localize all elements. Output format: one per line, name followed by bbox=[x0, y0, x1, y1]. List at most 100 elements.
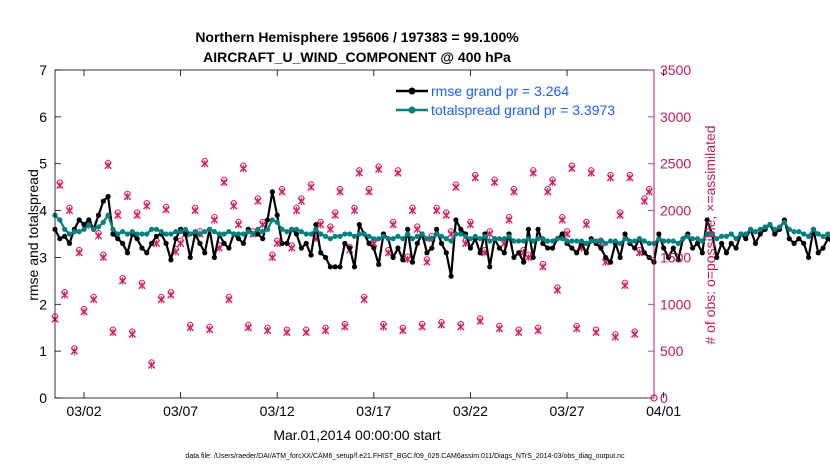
rmse-point bbox=[327, 264, 333, 270]
x-tick-label: 04/01 bbox=[646, 403, 681, 419]
totalspread-point bbox=[525, 236, 532, 242]
rmse-point bbox=[723, 250, 730, 256]
totalspread-point bbox=[709, 231, 715, 237]
totalspread-point bbox=[173, 229, 179, 235]
y-left-tick-label: 5 bbox=[39, 156, 47, 172]
totalspread-point bbox=[318, 231, 324, 237]
totalspread-point bbox=[815, 231, 821, 237]
rmse-point bbox=[772, 231, 778, 237]
rmse-point bbox=[332, 264, 338, 270]
legend-spread-marker bbox=[408, 106, 416, 114]
totalspread-point bbox=[516, 238, 522, 244]
totalspread-point bbox=[675, 240, 681, 246]
rmse-point bbox=[405, 226, 411, 232]
totalspread-point bbox=[264, 226, 271, 232]
chart-title-line1: Northern Hemisphere 195606 / 197383 = 99… bbox=[195, 29, 519, 45]
rmse-point bbox=[293, 231, 300, 237]
rmse-point bbox=[545, 245, 551, 251]
totalspread-point bbox=[748, 226, 754, 232]
rmse-line bbox=[54, 190, 830, 278]
totalspread-point bbox=[221, 231, 227, 237]
rmse-point bbox=[530, 254, 536, 261]
totalspread-point bbox=[540, 236, 546, 242]
totalspread-point bbox=[347, 231, 353, 237]
rmse-point bbox=[182, 231, 189, 237]
totalspread-point bbox=[245, 229, 251, 235]
rmse-point bbox=[516, 250, 522, 256]
totalspread-point bbox=[463, 233, 469, 239]
totalspread-point bbox=[380, 233, 387, 239]
totalspread-point bbox=[71, 229, 77, 235]
rmse-point bbox=[366, 240, 372, 246]
rmse-point bbox=[641, 250, 647, 256]
totalspread-point bbox=[216, 231, 222, 237]
rmse-point bbox=[337, 264, 343, 270]
totalspread-point bbox=[646, 240, 652, 246]
totalspread-point bbox=[549, 238, 556, 244]
totalspread-point bbox=[511, 238, 517, 244]
totalspread-point bbox=[738, 231, 744, 237]
rmse-point bbox=[786, 236, 792, 242]
x-tick-label: 03/17 bbox=[356, 403, 391, 419]
totalspread-point bbox=[269, 217, 275, 223]
totalspread-point bbox=[704, 231, 710, 237]
totalspread-point bbox=[656, 236, 662, 242]
totalspread-point bbox=[424, 236, 430, 242]
rmse-point bbox=[704, 217, 710, 223]
rmse-point bbox=[665, 254, 672, 261]
rmse-point bbox=[202, 250, 208, 256]
rmse-point bbox=[448, 273, 454, 279]
totalspread-point bbox=[57, 217, 63, 223]
totalspread-point bbox=[728, 231, 734, 237]
rmse-point bbox=[801, 240, 807, 246]
totalspread-point bbox=[767, 222, 773, 228]
rmse-point bbox=[274, 212, 280, 218]
rmse-point bbox=[269, 189, 275, 195]
totalspread-point bbox=[235, 231, 242, 237]
rmse-point bbox=[603, 254, 609, 261]
rmse-point bbox=[525, 226, 532, 232]
rmse-point bbox=[453, 217, 459, 223]
rmse-point bbox=[607, 259, 614, 265]
totalspread-point bbox=[182, 226, 189, 232]
rmse-point bbox=[120, 240, 126, 246]
totalspread-point bbox=[129, 229, 135, 235]
totalspread-point bbox=[530, 238, 536, 244]
totalspread-point bbox=[76, 229, 82, 235]
totalspread-point bbox=[796, 229, 802, 235]
totalspread-point bbox=[279, 226, 285, 232]
obs-layer bbox=[51, 157, 658, 402]
rmse-point bbox=[197, 240, 203, 246]
totalspread-point bbox=[559, 236, 565, 242]
totalspread-point bbox=[274, 219, 280, 225]
y-axis-label-right: # of obs: o=possible; ×=assimilated bbox=[702, 125, 718, 344]
totalspread-point bbox=[298, 229, 304, 235]
rmse-point bbox=[211, 254, 218, 261]
rmse-point bbox=[574, 250, 580, 256]
totalspread-point bbox=[322, 233, 329, 239]
totalspread-point bbox=[308, 231, 314, 237]
rmse-point bbox=[414, 240, 420, 246]
totalspread-point bbox=[400, 236, 406, 242]
rmse-point bbox=[583, 250, 589, 256]
rmse-point bbox=[284, 240, 290, 246]
totalspread-point bbox=[289, 226, 295, 232]
rmse-point bbox=[86, 217, 92, 223]
totalspread-point bbox=[448, 238, 454, 244]
totalspread-point bbox=[791, 229, 797, 235]
totalspread-point bbox=[694, 236, 701, 242]
totalspread-point bbox=[719, 233, 725, 239]
totalspread-point bbox=[752, 229, 759, 235]
rmse-point bbox=[255, 231, 261, 237]
totalspread-point bbox=[535, 236, 541, 242]
rmse-point bbox=[569, 245, 575, 251]
rmse-point bbox=[535, 226, 541, 232]
totalspread-point bbox=[690, 236, 696, 242]
totalspread-point bbox=[376, 236, 382, 242]
totalspread-point bbox=[409, 236, 416, 242]
totalspread-point bbox=[390, 236, 396, 242]
totalspread-point bbox=[192, 229, 198, 235]
totalspread-point bbox=[665, 238, 672, 244]
rmse-point bbox=[815, 250, 821, 256]
x-tick-label: 03/07 bbox=[163, 403, 198, 419]
